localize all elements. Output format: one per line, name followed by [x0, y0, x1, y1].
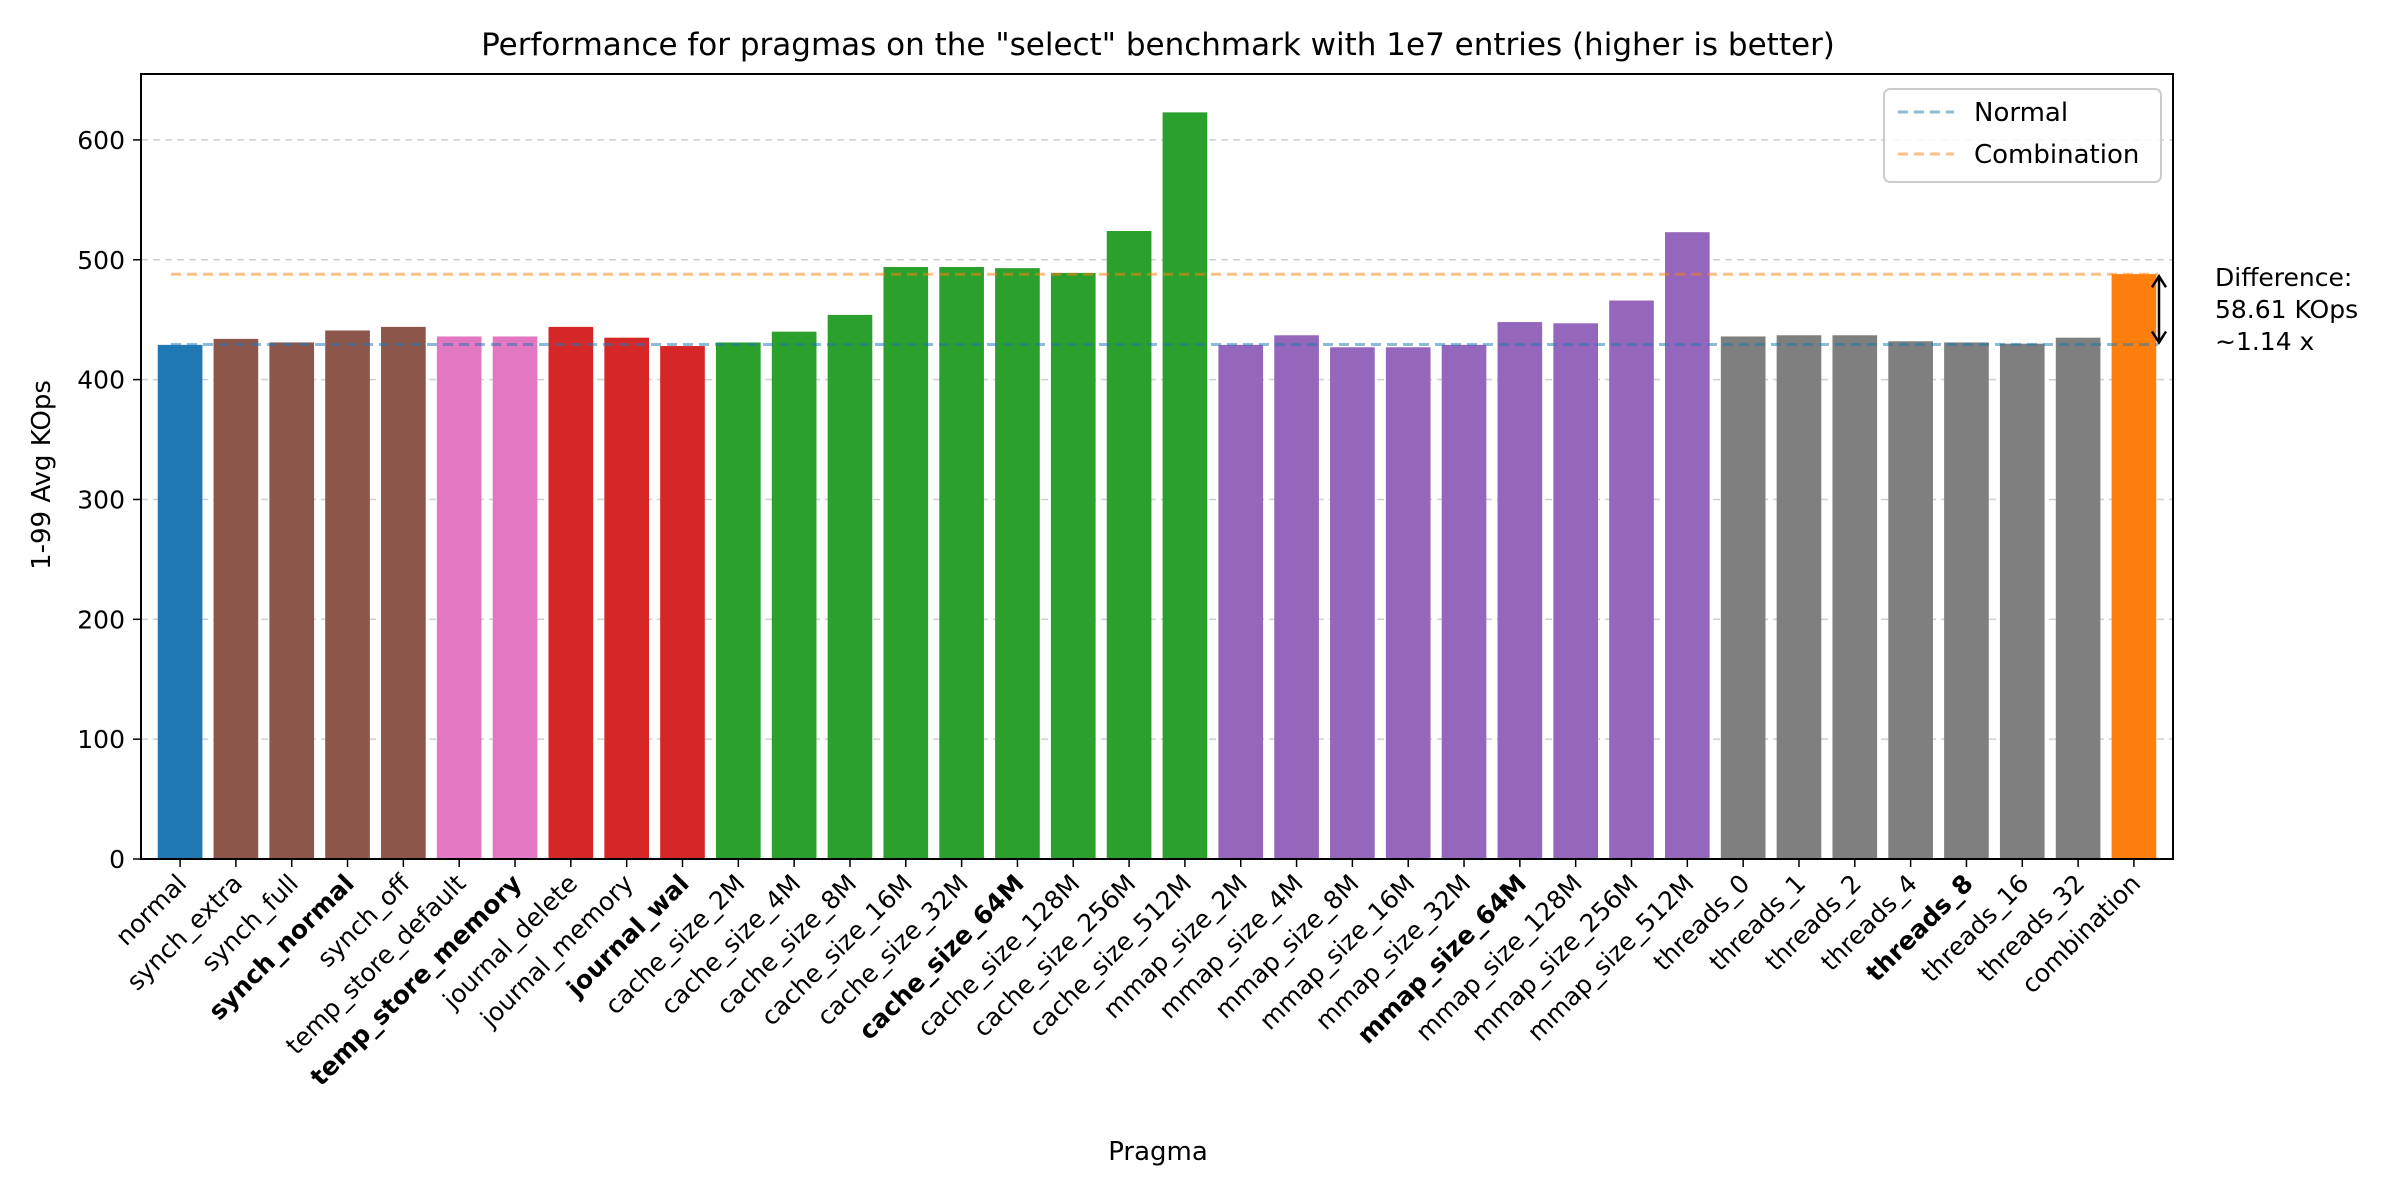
bar-cache_size_4M	[771, 331, 817, 859]
y-tick-label: 0	[109, 845, 125, 874]
bars	[157, 112, 2157, 860]
plot-frame	[140, 73, 2174, 860]
bar-threads_1	[1776, 335, 1822, 859]
bar-mmap_size_4M	[1274, 335, 1319, 859]
bar-journal_delete	[548, 326, 594, 859]
bar-normal	[157, 344, 203, 859]
bar-cache_size_32M	[939, 266, 984, 859]
y-axis-ticks: 0 100 200 300 400 500 600	[77, 126, 141, 874]
bar-mmap_size_128M	[1553, 323, 1599, 859]
bar-mmap_size_2M	[1218, 344, 1264, 859]
y-tick-label: 200	[77, 605, 125, 634]
bar-cache_size_64M	[995, 268, 1040, 859]
bar-mmap_size_256M	[1609, 300, 1654, 859]
bar-mmap_size_32M	[1441, 344, 1487, 859]
bar-synch_normal	[325, 330, 370, 860]
bar-combination	[2111, 274, 2157, 860]
bar-temp_store_default	[436, 336, 482, 859]
difference-arrow-head-top	[2150, 273, 2168, 288]
bar-cache_size_512M	[1162, 112, 1208, 860]
legend-combination-label: Combination	[1974, 140, 2139, 170]
legend: Normal Combination	[1883, 88, 2162, 183]
y-tick-label: 100	[77, 725, 125, 754]
bar-journal_wal	[660, 346, 705, 859]
bar-synch_full	[269, 342, 315, 859]
bar-cache_size_128M	[1050, 272, 1096, 860]
bar-cache_size_2M	[715, 342, 761, 859]
difference-annotation: Difference: 58.61 KOps ~1.14 x	[2150, 263, 2358, 356]
x-axis-ticks: normalsynch_extrasynch_fullsynch_normals…	[110, 859, 2146, 1091]
bar-cache_size_256M	[1106, 231, 1152, 859]
bar-temp_store_memory	[492, 336, 538, 859]
x-axis-label: Pragma	[1108, 1137, 1208, 1167]
bar-mmap_size_64M	[1497, 322, 1543, 859]
bar-mmap_size_512M	[1665, 232, 1710, 859]
bar-threads_32	[2055, 337, 2101, 859]
bar-threads_4	[1888, 341, 1933, 860]
y-tick-label: 300	[77, 485, 125, 514]
bar-journal_memory	[604, 337, 649, 859]
y-tick-label: 500	[77, 246, 125, 275]
bar-threads_16	[1999, 343, 2045, 859]
chart-title: Performance for pragmas on the "select" …	[481, 27, 1835, 63]
difference-arrow-head-bottom	[2150, 330, 2168, 345]
bar-mmap_size_8M	[1330, 347, 1375, 859]
y-tick-label: 400	[77, 366, 125, 395]
difference-kops: 58.61 KOps	[2215, 295, 2358, 324]
difference-label: Difference:	[2215, 263, 2352, 292]
bar-threads_8	[1944, 342, 1989, 859]
y-axis-label: 1-99 Avg KOps	[27, 380, 57, 570]
bar-mmap_size_16M	[1385, 347, 1431, 859]
bar-threads_2	[1832, 335, 1878, 859]
legend-normal-label: Normal	[1974, 98, 2068, 128]
bar-threads_0	[1720, 336, 1766, 859]
difference-ratio: ~1.14 x	[2215, 327, 2314, 356]
bar-cache_size_8M	[827, 314, 873, 859]
y-tick-label: 600	[77, 126, 125, 155]
bar-synch_extra	[213, 338, 259, 859]
bar-synch_off	[381, 326, 426, 859]
bar-cache_size_16M	[883, 266, 929, 859]
reference-lines-top	[171, 272, 2158, 346]
